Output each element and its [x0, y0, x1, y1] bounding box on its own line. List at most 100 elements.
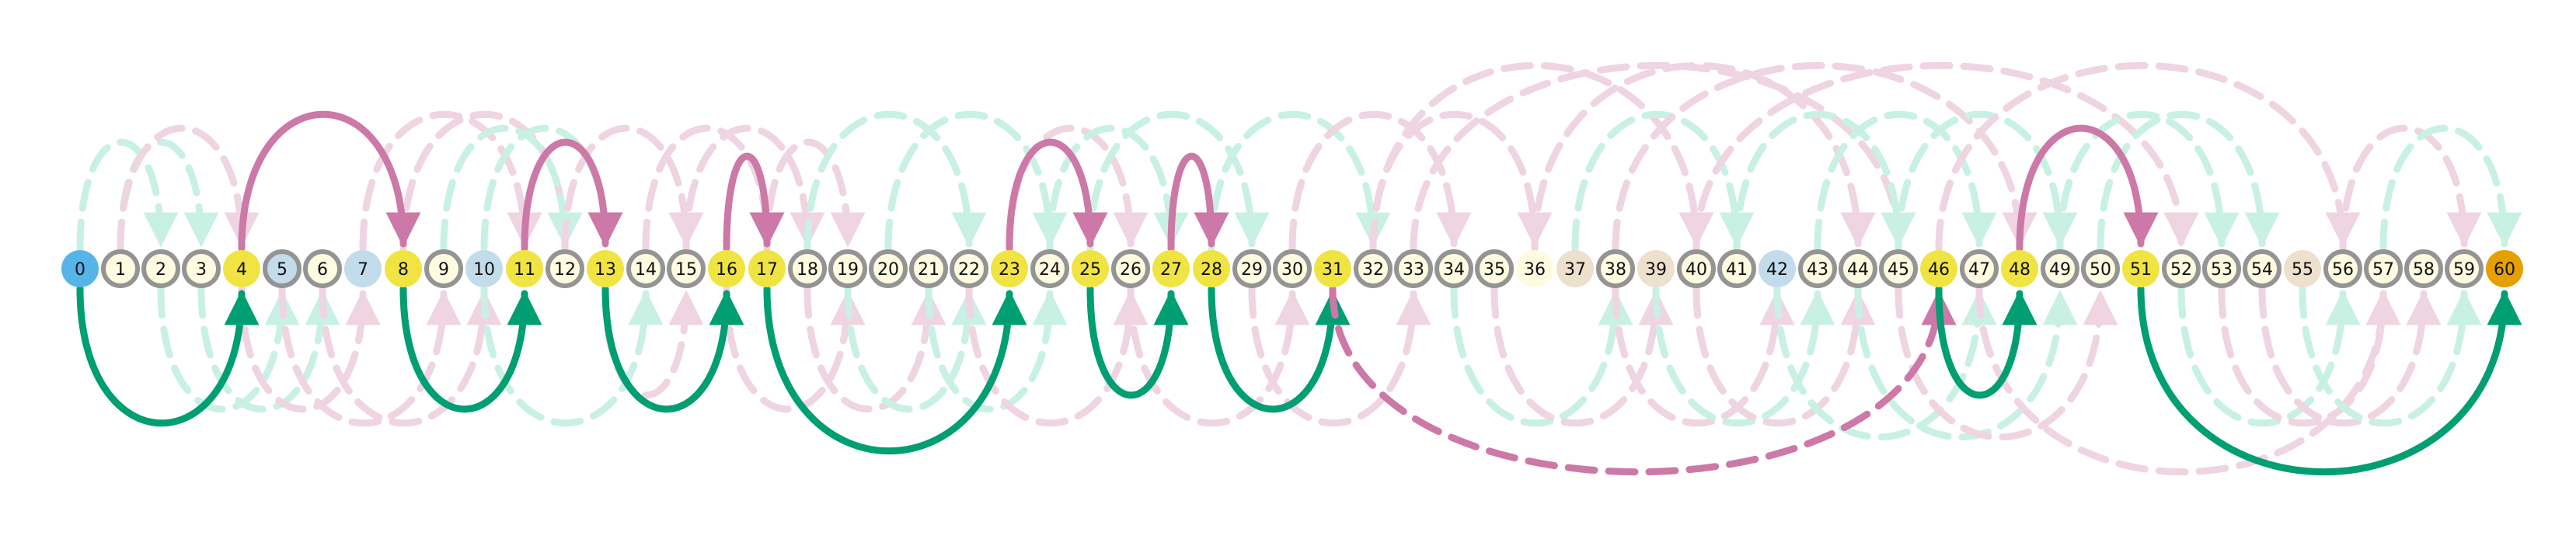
node-label: 48	[2009, 260, 2030, 280]
node-circle	[385, 250, 422, 287]
node-5: 5	[263, 249, 302, 288]
node-circle	[2323, 249, 2362, 288]
path-edge-51-60	[2137, 285, 2522, 475]
node-26: 26	[1111, 249, 1150, 288]
path-edge-16-17	[723, 152, 785, 252]
node-circle	[424, 249, 463, 288]
node-circle	[2243, 249, 2281, 288]
node-33: 33	[1394, 249, 1433, 288]
node-60: 60	[2486, 250, 2523, 287]
node-label: 24	[1039, 260, 1061, 280]
node-label: 4	[236, 260, 247, 280]
node-circle	[2001, 250, 2038, 287]
node-circle	[1717, 249, 1756, 288]
faint-edge-10-14	[480, 285, 664, 427]
node-circle	[1596, 249, 1635, 288]
faint-edge-57-60	[2379, 124, 2522, 252]
node-48: 48	[2001, 250, 2038, 287]
node-circle	[1960, 249, 1999, 288]
node-label: 26	[1120, 260, 1142, 280]
faint-edge-32-40	[1369, 62, 1714, 252]
faint-edge-10-13	[480, 124, 623, 252]
faint-edge-55-59	[2299, 285, 2482, 427]
faint-edge-26-30	[1127, 285, 1310, 427]
node-37: 37	[1556, 250, 1594, 287]
path-edge-31-46	[1329, 285, 1957, 476]
node-24: 24	[1030, 249, 1069, 288]
node-label: 7	[357, 260, 368, 280]
node-label: 32	[1362, 260, 1384, 280]
faint-edge-45-50	[1895, 285, 2118, 441]
node-18: 18	[788, 249, 827, 288]
faint-edge-52-56	[2177, 285, 2361, 427]
node-6: 6	[303, 249, 342, 288]
faint-edge-16-19	[723, 285, 866, 413]
node-circle	[1759, 250, 1796, 287]
node-7: 7	[344, 250, 382, 287]
path-edge-46-48	[1935, 285, 2037, 399]
node-11: 11	[506, 250, 543, 287]
node-31: 31	[1314, 250, 1351, 287]
node-label: 60	[2494, 260, 2515, 280]
faint-edge-49-53	[2056, 110, 2240, 252]
node-20: 20	[869, 249, 908, 288]
node-label: 15	[675, 260, 697, 280]
node-52: 52	[2162, 249, 2201, 288]
faint-edge-18-22	[803, 110, 987, 252]
node-13: 13	[587, 250, 624, 287]
node-label: 16	[716, 260, 737, 280]
node-circle	[909, 249, 948, 288]
node-12: 12	[546, 249, 584, 288]
node-circle	[667, 249, 706, 288]
node-30: 30	[1273, 249, 1312, 288]
faint-edge-40-44	[1692, 285, 1876, 427]
node-42: 42	[1759, 250, 1796, 287]
node-label: 25	[1079, 260, 1101, 280]
node-circle	[2445, 249, 2484, 288]
node-label: 49	[2049, 260, 2071, 280]
node-label: 0	[75, 260, 85, 280]
node-label: 44	[1847, 260, 1869, 280]
node-45: 45	[1879, 249, 1918, 288]
node-22: 22	[950, 249, 988, 288]
faint-edge-53-57	[2218, 285, 2401, 427]
faint-edge-54-58	[2258, 285, 2442, 427]
node-label: 22	[958, 260, 980, 280]
node-circle	[2081, 249, 2120, 288]
node-label: 31	[1322, 260, 1344, 280]
node-39: 39	[1637, 250, 1675, 287]
node-label: 14	[635, 260, 657, 280]
node-27: 27	[1152, 250, 1190, 287]
node-label: 59	[2453, 260, 2475, 280]
path-edge-27-28	[1167, 152, 1229, 252]
node-circle	[869, 249, 908, 288]
node-44: 44	[1839, 249, 1877, 288]
faint-edge-41-45	[1733, 110, 1916, 252]
path-edge-28-31	[1208, 285, 1351, 413]
node-circle	[1072, 250, 1109, 287]
node-label: 40	[1685, 260, 1707, 280]
node-circle	[2364, 249, 2403, 288]
node-1: 1	[101, 249, 140, 288]
faint-edge-8-12	[399, 110, 583, 252]
node-label: 33	[1403, 260, 1424, 280]
node-19: 19	[828, 249, 867, 288]
node-circle	[1111, 249, 1150, 288]
faint-edge-42-47	[1773, 285, 1997, 441]
node-9: 9	[424, 249, 463, 288]
faint-edge-40-52	[1692, 61, 2199, 252]
node-label: 35	[1483, 260, 1505, 280]
node-circle	[182, 249, 221, 288]
node-circle	[546, 249, 584, 288]
faint-edge-5-9	[278, 285, 462, 427]
node-circle	[1030, 249, 1069, 288]
node-circle	[141, 249, 180, 288]
node-circle	[788, 249, 827, 288]
background-edges	[76, 61, 2522, 476]
path-edge-13-16	[601, 285, 744, 413]
faint-edge-3-6	[197, 285, 340, 413]
faint-edge-17-19	[763, 138, 866, 252]
node-circle	[1394, 249, 1433, 288]
node-circle	[1232, 249, 1271, 288]
